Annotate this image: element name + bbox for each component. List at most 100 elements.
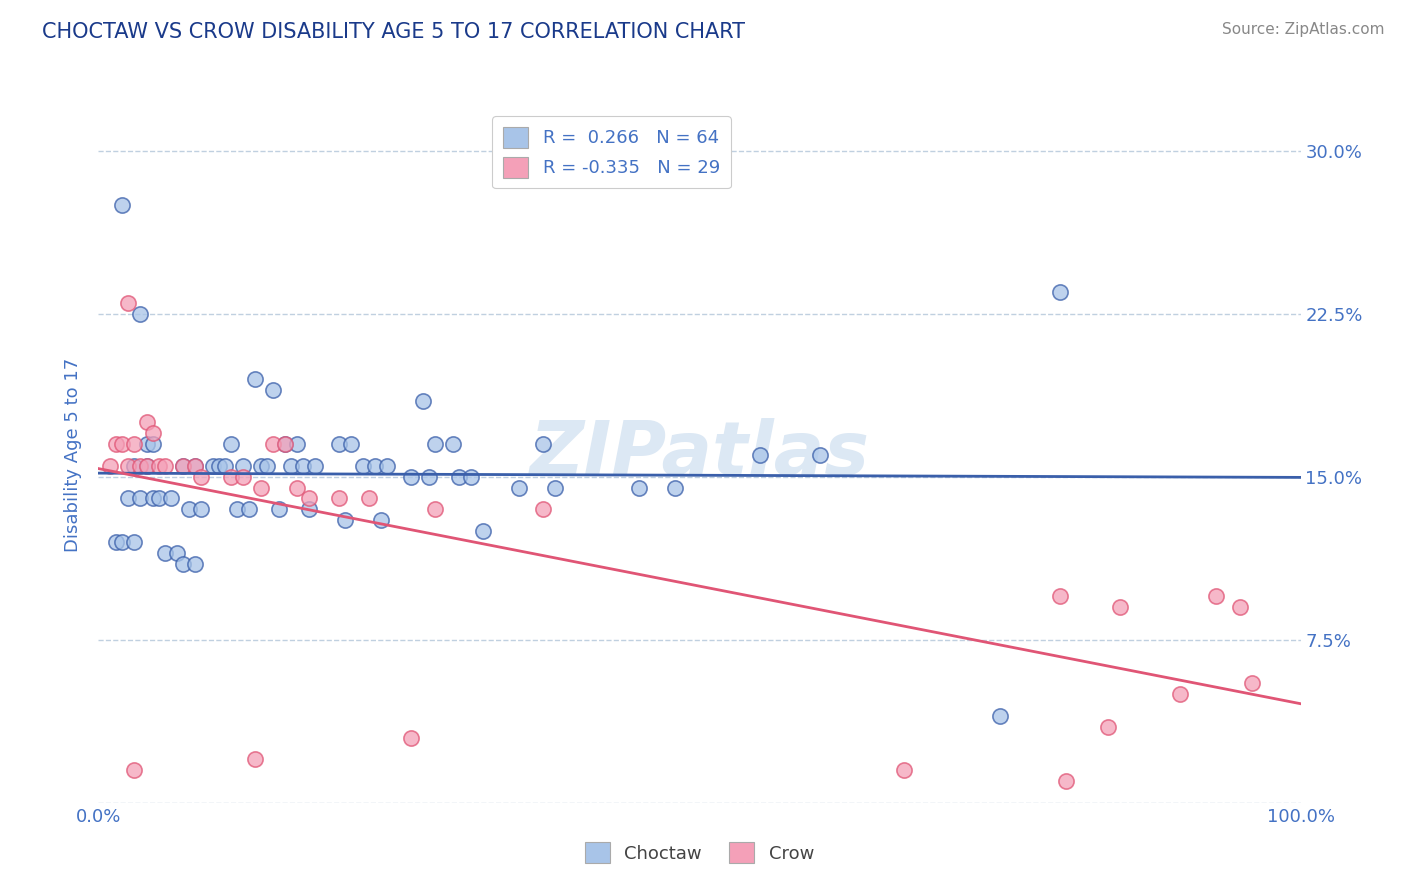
Text: ZIPatlas: ZIPatlas bbox=[530, 418, 869, 491]
Point bbox=[172, 557, 194, 571]
Point bbox=[274, 437, 297, 451]
Point bbox=[370, 513, 392, 527]
Point bbox=[375, 458, 398, 473]
Point bbox=[172, 458, 194, 473]
Point bbox=[1049, 285, 1071, 299]
Point bbox=[472, 524, 495, 538]
Point bbox=[1170, 687, 1192, 701]
Point bbox=[105, 437, 128, 451]
Point bbox=[808, 448, 831, 462]
Point bbox=[100, 458, 122, 473]
Point bbox=[159, 491, 181, 506]
Point bbox=[153, 546, 176, 560]
Point bbox=[214, 458, 236, 473]
Point bbox=[129, 458, 152, 473]
Point bbox=[447, 469, 470, 483]
Point bbox=[748, 448, 770, 462]
Point bbox=[893, 763, 915, 777]
Point bbox=[141, 491, 163, 506]
Y-axis label: Disability Age 5 to 17: Disability Age 5 to 17 bbox=[65, 358, 83, 552]
Point bbox=[129, 307, 152, 321]
Point bbox=[460, 469, 482, 483]
Point bbox=[111, 535, 134, 549]
Point bbox=[148, 491, 170, 506]
Text: Source: ZipAtlas.com: Source: ZipAtlas.com bbox=[1222, 22, 1385, 37]
Point bbox=[1229, 600, 1251, 615]
Point bbox=[664, 481, 686, 495]
Point bbox=[1109, 600, 1132, 615]
Point bbox=[285, 437, 308, 451]
Point bbox=[124, 763, 146, 777]
Point bbox=[328, 437, 350, 451]
Point bbox=[208, 458, 231, 473]
Point bbox=[544, 481, 567, 495]
Point bbox=[531, 502, 554, 516]
Point bbox=[988, 708, 1011, 723]
Point bbox=[328, 491, 350, 506]
Point bbox=[124, 535, 146, 549]
Point bbox=[117, 491, 139, 506]
Point bbox=[238, 502, 260, 516]
Point bbox=[423, 502, 446, 516]
Point bbox=[291, 458, 314, 473]
Point bbox=[304, 458, 326, 473]
Point bbox=[352, 458, 374, 473]
Point bbox=[249, 458, 271, 473]
Point bbox=[232, 458, 254, 473]
Point bbox=[166, 546, 188, 560]
Point bbox=[249, 481, 271, 495]
Point bbox=[357, 491, 380, 506]
Point bbox=[183, 557, 205, 571]
Point bbox=[172, 458, 194, 473]
Point bbox=[628, 481, 651, 495]
Point bbox=[148, 458, 170, 473]
Point bbox=[105, 535, 128, 549]
Point bbox=[201, 458, 224, 473]
Point bbox=[285, 481, 308, 495]
Point bbox=[531, 437, 554, 451]
Point bbox=[232, 469, 254, 483]
Point bbox=[418, 469, 440, 483]
Point bbox=[399, 731, 422, 745]
Point bbox=[190, 502, 212, 516]
Point bbox=[1054, 774, 1077, 789]
Point bbox=[219, 469, 242, 483]
Point bbox=[111, 198, 134, 212]
Point bbox=[333, 513, 356, 527]
Point bbox=[412, 393, 434, 408]
Point bbox=[111, 437, 134, 451]
Point bbox=[124, 437, 146, 451]
Point bbox=[243, 372, 266, 386]
Point bbox=[508, 481, 530, 495]
Point bbox=[1097, 720, 1119, 734]
Point bbox=[267, 502, 290, 516]
Point bbox=[274, 437, 297, 451]
Point bbox=[117, 458, 139, 473]
Point bbox=[141, 437, 163, 451]
Point bbox=[243, 752, 266, 766]
Point bbox=[183, 458, 205, 473]
Point bbox=[423, 437, 446, 451]
Point bbox=[262, 437, 284, 451]
Point bbox=[280, 458, 302, 473]
Point bbox=[135, 458, 157, 473]
Point bbox=[135, 415, 157, 429]
Point bbox=[117, 295, 139, 310]
Point bbox=[364, 458, 387, 473]
Legend: Choctaw, Crow: Choctaw, Crow bbox=[578, 835, 821, 871]
Point bbox=[262, 383, 284, 397]
Point bbox=[225, 502, 247, 516]
Point bbox=[256, 458, 278, 473]
Point bbox=[124, 458, 146, 473]
Point bbox=[135, 458, 157, 473]
Point bbox=[177, 502, 200, 516]
Point bbox=[1205, 589, 1227, 603]
Point bbox=[190, 469, 212, 483]
Point bbox=[135, 437, 157, 451]
Point bbox=[153, 458, 176, 473]
Point bbox=[340, 437, 363, 451]
Point bbox=[129, 491, 152, 506]
Point bbox=[298, 502, 321, 516]
Point bbox=[441, 437, 464, 451]
Text: CHOCTAW VS CROW DISABILITY AGE 5 TO 17 CORRELATION CHART: CHOCTAW VS CROW DISABILITY AGE 5 TO 17 C… bbox=[42, 22, 745, 42]
